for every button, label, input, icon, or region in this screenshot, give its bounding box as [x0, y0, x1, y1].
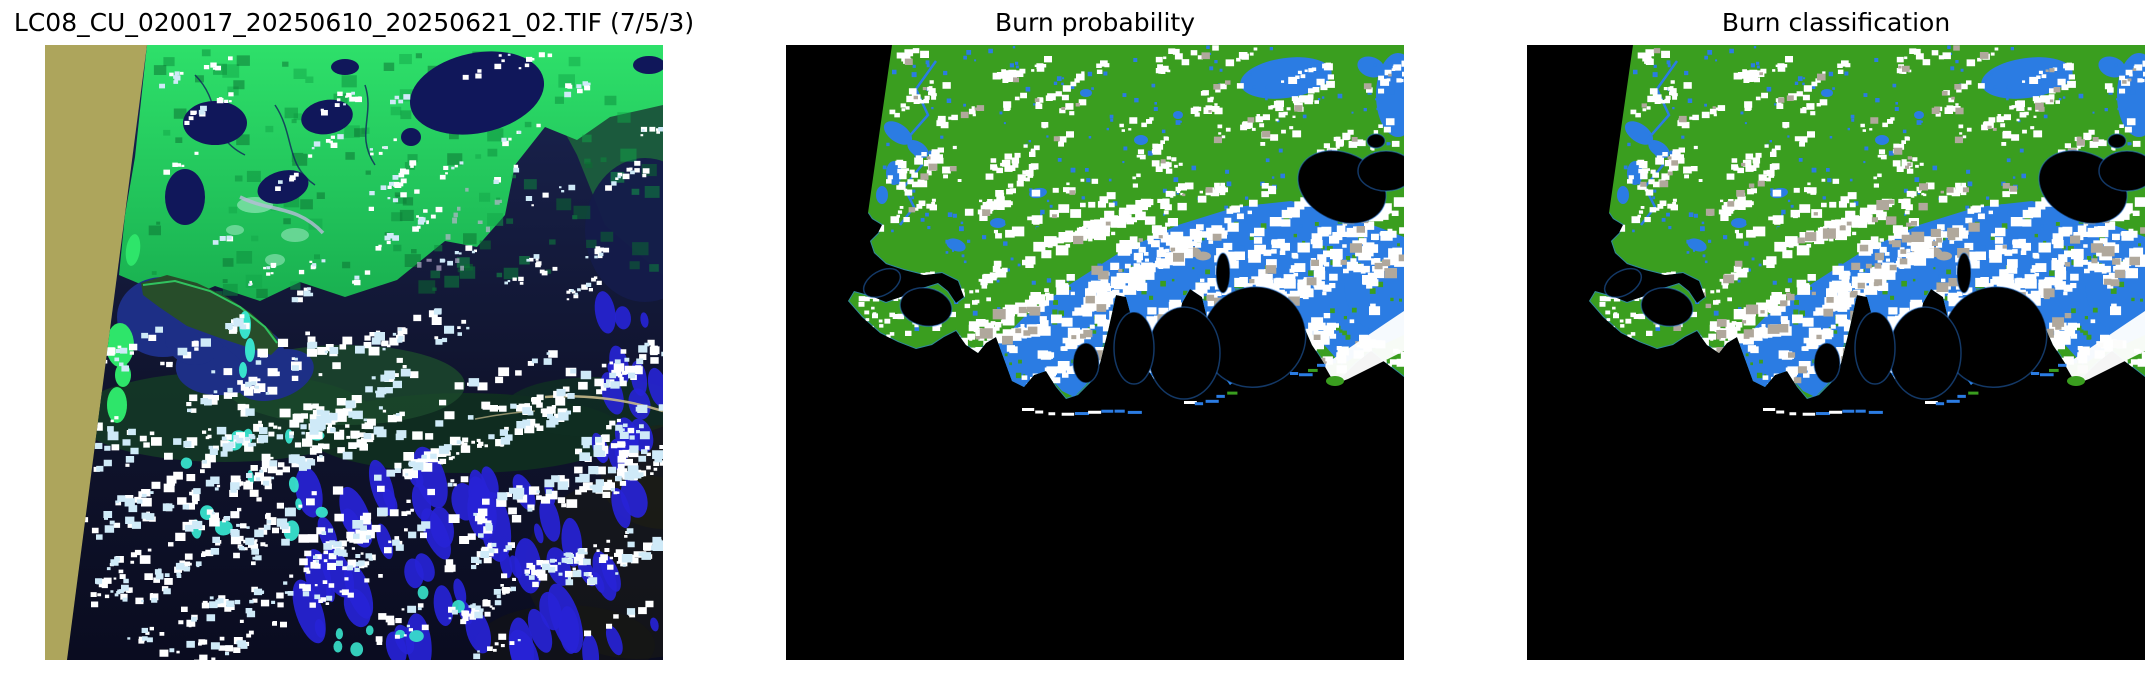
landsat-false-color-image: [45, 45, 663, 660]
burn-probability-map: [786, 45, 1404, 660]
panel-title-landsat-scene: LC08_CU_020017_20250610_20250621_02.TIF …: [13, 8, 695, 37]
panel-title-burn-probability: Burn probability: [994, 8, 1196, 37]
panel-title-burn-classification: Burn classification: [1721, 8, 1951, 37]
burn-classification-map: [1527, 45, 2145, 660]
